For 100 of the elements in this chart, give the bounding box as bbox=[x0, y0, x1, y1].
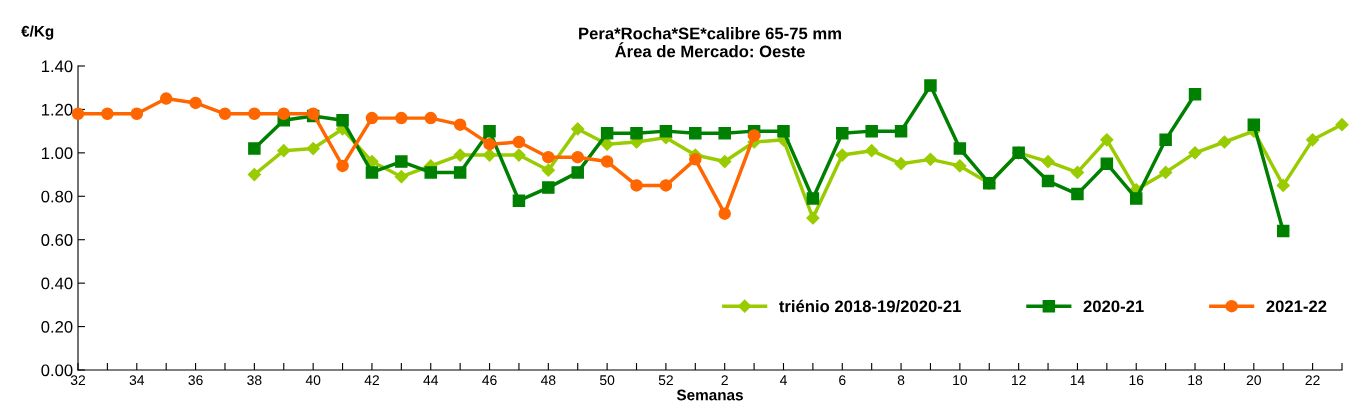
point bbox=[483, 124, 496, 138]
point bbox=[395, 111, 408, 125]
point bbox=[1217, 135, 1232, 149]
point bbox=[718, 154, 732, 169]
x-tick-label: 34 bbox=[129, 375, 145, 386]
point bbox=[659, 179, 673, 192]
point bbox=[1041, 154, 1055, 169]
point bbox=[630, 179, 643, 192]
y-tick-label: 0.60 bbox=[41, 234, 73, 246]
point bbox=[130, 107, 144, 121]
point bbox=[542, 150, 555, 164]
point bbox=[1335, 118, 1349, 132]
point bbox=[600, 155, 614, 168]
point bbox=[71, 107, 85, 121]
point bbox=[1129, 192, 1143, 205]
point bbox=[218, 107, 232, 121]
x-tick-label: 4 bbox=[779, 375, 787, 385]
legend-label: 2020-21 bbox=[1083, 300, 1144, 313]
point bbox=[836, 127, 849, 140]
x-tick-label: 22 bbox=[1305, 375, 1320, 385]
point bbox=[630, 127, 643, 140]
point bbox=[689, 127, 702, 140]
point bbox=[865, 144, 879, 158]
point bbox=[571, 166, 584, 179]
point bbox=[571, 122, 585, 136]
point bbox=[835, 148, 849, 162]
point bbox=[512, 148, 526, 162]
point bbox=[689, 153, 702, 166]
x-tick-label: 8 bbox=[897, 375, 905, 386]
point bbox=[718, 207, 731, 220]
point bbox=[1188, 146, 1202, 160]
point bbox=[336, 114, 349, 127]
legend-label: triénio 2018-19/2020-21 bbox=[779, 299, 961, 313]
x-tick-label: 12 bbox=[1011, 375, 1026, 385]
x-tick-label: 46 bbox=[482, 375, 497, 386]
y-tick-label: 0.40 bbox=[41, 277, 73, 290]
point bbox=[424, 111, 437, 125]
point bbox=[482, 148, 497, 162]
point bbox=[453, 166, 467, 179]
point bbox=[101, 107, 114, 121]
x-tick-label: 2 bbox=[721, 375, 728, 385]
x-axis-title: Semanas bbox=[676, 389, 743, 401]
x-tick-label: 32 bbox=[70, 375, 86, 386]
x-tick-label: 48 bbox=[540, 375, 556, 386]
point bbox=[247, 167, 261, 182]
x-tick-label: 52 bbox=[658, 375, 673, 386]
point bbox=[865, 124, 878, 138]
point bbox=[248, 142, 261, 155]
x-tick-label: 14 bbox=[1070, 375, 1085, 385]
point bbox=[659, 124, 673, 138]
point bbox=[365, 166, 379, 179]
point bbox=[1159, 165, 1173, 179]
point bbox=[806, 211, 820, 225]
point bbox=[541, 163, 555, 177]
point bbox=[1188, 87, 1202, 101]
y-tick-label: 0.00 bbox=[41, 364, 73, 377]
x-tick-label: 50 bbox=[599, 375, 615, 386]
y-tick-label: 0.20 bbox=[41, 320, 73, 333]
point bbox=[512, 135, 526, 149]
x-tick-label: 36 bbox=[188, 375, 203, 386]
point bbox=[189, 96, 202, 110]
point bbox=[453, 118, 467, 131]
y-tick-label: 0.80 bbox=[41, 190, 73, 203]
point bbox=[542, 181, 555, 194]
point bbox=[277, 144, 291, 158]
point bbox=[248, 107, 261, 121]
point bbox=[1159, 133, 1172, 147]
point bbox=[512, 194, 526, 207]
point bbox=[159, 92, 173, 105]
x-tick-label: 10 bbox=[953, 375, 968, 386]
point bbox=[1041, 174, 1055, 188]
chart-title: Pera*Rocha*SE*calibre 65-75 mm Área de Mercado: Oeste bbox=[579, 27, 841, 58]
point bbox=[571, 150, 584, 164]
x-tick-label: 16 bbox=[1129, 375, 1144, 386]
x-tick-label: 38 bbox=[247, 375, 262, 386]
point bbox=[365, 111, 379, 125]
point bbox=[894, 157, 908, 171]
x-tick-label: 42 bbox=[364, 375, 379, 385]
point bbox=[394, 170, 408, 184]
point bbox=[1276, 178, 1290, 193]
point bbox=[718, 127, 731, 140]
x-tick-label: 6 bbox=[839, 375, 846, 386]
y-tick-label: 1.40 bbox=[41, 60, 73, 73]
point bbox=[336, 159, 349, 173]
point bbox=[747, 129, 761, 142]
point bbox=[924, 79, 937, 92]
x-tick-label: 20 bbox=[1246, 375, 1261, 386]
legend-label: 2021-22 bbox=[1266, 300, 1327, 313]
point bbox=[277, 107, 291, 121]
point bbox=[395, 155, 408, 168]
point bbox=[806, 192, 820, 205]
point bbox=[923, 152, 938, 166]
point bbox=[953, 159, 967, 173]
point bbox=[1306, 133, 1320, 147]
point bbox=[1276, 224, 1290, 238]
point bbox=[1070, 165, 1085, 179]
point bbox=[483, 137, 496, 151]
point bbox=[600, 137, 614, 151]
point bbox=[1100, 157, 1114, 170]
point bbox=[453, 148, 467, 162]
